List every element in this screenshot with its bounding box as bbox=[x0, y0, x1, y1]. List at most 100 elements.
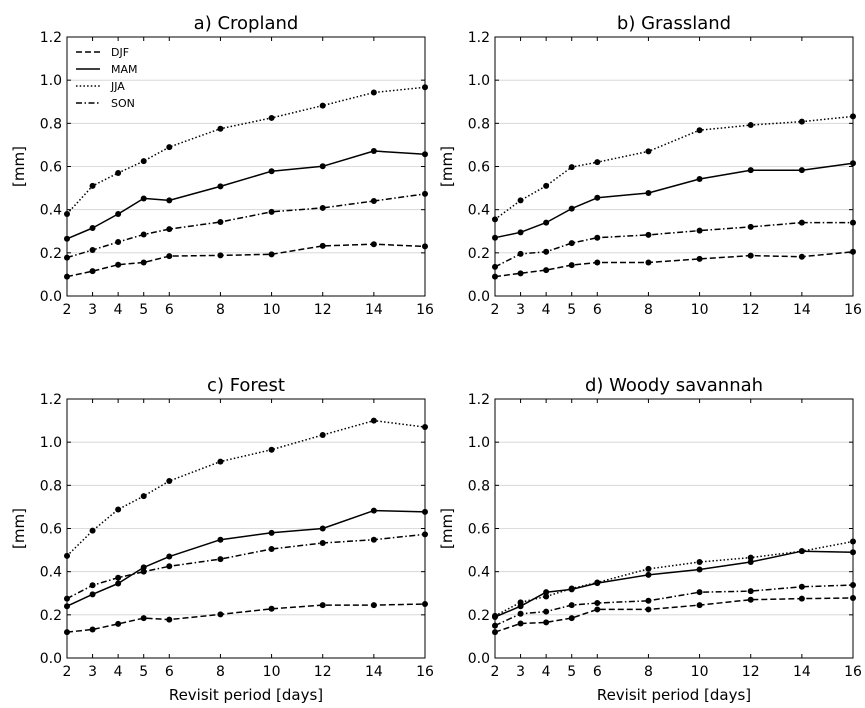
x-tick-label: 12 bbox=[314, 664, 332, 680]
data-point bbox=[645, 565, 652, 572]
series-line-mam bbox=[494, 162, 854, 239]
data-point bbox=[89, 582, 96, 589]
data-point bbox=[166, 226, 173, 233]
legend: DJF MAM JJA SON bbox=[76, 46, 138, 110]
data-point bbox=[268, 168, 275, 175]
data-point bbox=[89, 527, 96, 534]
data-point bbox=[543, 267, 550, 274]
data-point bbox=[166, 616, 173, 623]
data-point bbox=[268, 208, 275, 215]
data-point bbox=[89, 247, 96, 254]
data-point bbox=[166, 144, 173, 151]
data-point bbox=[140, 158, 147, 165]
data-point bbox=[568, 585, 575, 592]
data-point bbox=[268, 446, 275, 453]
series-line-mam bbox=[66, 509, 426, 607]
y-tick-label: 1.2 bbox=[40, 392, 62, 408]
data-point bbox=[115, 169, 122, 176]
y-tick-label: 1.2 bbox=[468, 392, 490, 408]
x-tick-label: 6 bbox=[593, 664, 602, 680]
data-point bbox=[696, 176, 703, 183]
data-point bbox=[217, 611, 224, 618]
x-tick-label: 3 bbox=[88, 664, 97, 680]
chart-title: a) Cropland bbox=[194, 13, 299, 34]
data-point bbox=[543, 248, 550, 255]
y-tick-label: 0.8 bbox=[40, 116, 62, 132]
y-tick-label: 0.8 bbox=[468, 116, 490, 132]
y-tick-label: 1.2 bbox=[468, 30, 490, 46]
legend-label: JJA bbox=[110, 80, 125, 93]
x-tick-label: 16 bbox=[416, 664, 434, 680]
data-point bbox=[798, 253, 805, 260]
data-point bbox=[747, 588, 754, 595]
y-tick-label: 0.4 bbox=[468, 203, 490, 219]
data-point bbox=[370, 507, 377, 514]
x-tick-label: 2 bbox=[491, 664, 500, 680]
data-point bbox=[594, 606, 601, 613]
x-tick-label: 4 bbox=[542, 664, 551, 680]
data-point bbox=[517, 620, 524, 627]
data-point bbox=[517, 270, 524, 277]
data-point bbox=[166, 563, 173, 570]
x-tick-label: 16 bbox=[416, 302, 434, 318]
data-point bbox=[747, 596, 754, 603]
data-point bbox=[696, 566, 703, 573]
data-point bbox=[568, 205, 575, 212]
y-tick-label: 0.6 bbox=[40, 160, 62, 176]
data-point bbox=[140, 564, 147, 571]
data-point bbox=[747, 167, 754, 174]
data-point bbox=[140, 568, 147, 575]
series-line-mam bbox=[66, 150, 426, 240]
data-point bbox=[543, 589, 550, 596]
y-tick-label: 1.0 bbox=[40, 435, 62, 451]
y-tick-label: 0.0 bbox=[468, 651, 490, 667]
data-point bbox=[217, 125, 224, 132]
data-point bbox=[798, 219, 805, 226]
data-point bbox=[594, 194, 601, 201]
y-tick-label: 1.0 bbox=[468, 73, 490, 89]
data-point bbox=[594, 579, 601, 586]
data-point bbox=[370, 198, 377, 205]
data-point bbox=[747, 122, 754, 129]
data-point bbox=[217, 252, 224, 259]
legend-label: DJF bbox=[111, 46, 129, 59]
x-tick-label: 5 bbox=[139, 664, 148, 680]
data-point bbox=[370, 241, 377, 248]
data-point bbox=[319, 204, 326, 211]
x-tick-label: 14 bbox=[365, 664, 383, 680]
chart-panel: 0.0 0.2 0.4 0.6 0.8 1.0 1.2 2 3 4 5 6 8 10 12 14 16 c) Fo… bbox=[10, 375, 434, 704]
chart-title: b) Grassland bbox=[617, 13, 731, 34]
y-tick-label: 0.6 bbox=[468, 160, 490, 176]
series-line-djf bbox=[66, 243, 426, 278]
data-point bbox=[696, 558, 703, 565]
data-point bbox=[89, 626, 96, 633]
data-point bbox=[568, 262, 575, 269]
y-tick-label: 0.6 bbox=[468, 522, 490, 538]
x-tick-label: 3 bbox=[516, 664, 525, 680]
data-point bbox=[89, 225, 96, 232]
data-point bbox=[115, 620, 122, 627]
series-line-son bbox=[66, 533, 426, 600]
data-point bbox=[747, 252, 754, 259]
series-line-son bbox=[494, 584, 854, 627]
y-tick-label: 1.0 bbox=[468, 435, 490, 451]
series-line-son bbox=[66, 193, 426, 259]
data-point bbox=[594, 599, 601, 606]
x-tick-label: 6 bbox=[165, 302, 174, 318]
chart-panel: 0.0 0.2 0.4 0.6 0.8 1.0 1.2 2 3 4 5 6 8 10 12 14 16 a) Cr… bbox=[10, 13, 434, 318]
data-point bbox=[319, 525, 326, 532]
x-axis-label: Revisit period [days] bbox=[597, 686, 751, 704]
series-line-jja bbox=[494, 540, 854, 617]
data-point bbox=[115, 506, 122, 513]
x-tick-label: 16 bbox=[844, 302, 862, 318]
data-point bbox=[319, 242, 326, 249]
y-axis-label: [mm] bbox=[10, 508, 28, 549]
data-point bbox=[370, 536, 377, 543]
data-point bbox=[268, 529, 275, 536]
data-point bbox=[370, 602, 377, 609]
data-point bbox=[115, 261, 122, 268]
data-point bbox=[268, 251, 275, 258]
y-axis-label: [mm] bbox=[438, 508, 456, 549]
data-point bbox=[543, 593, 550, 600]
data-point bbox=[370, 147, 377, 154]
